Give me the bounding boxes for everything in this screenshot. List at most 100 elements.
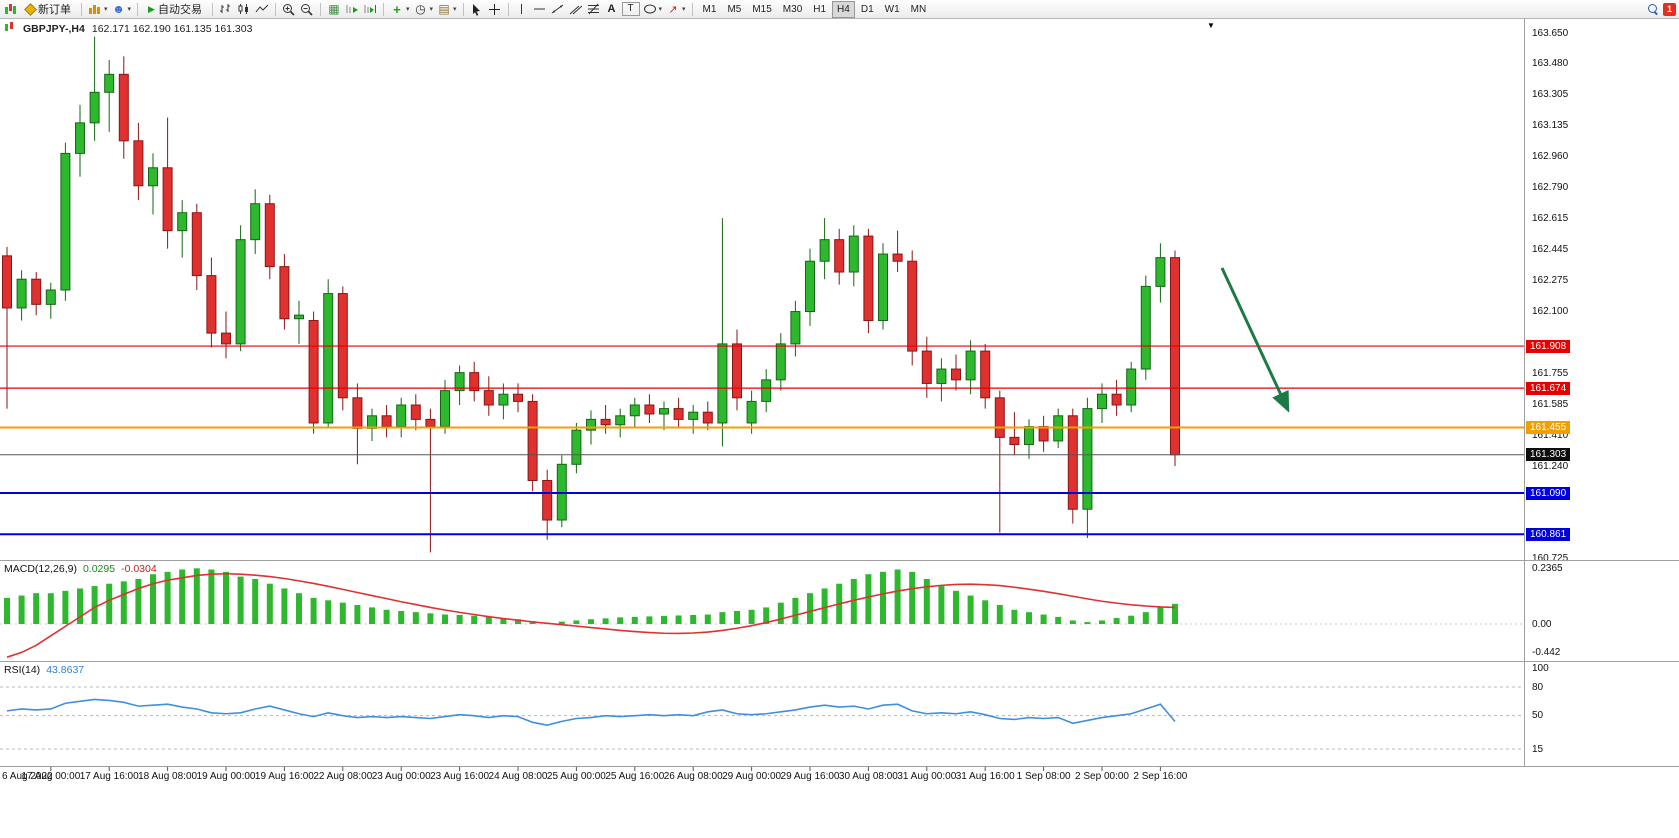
chart-window-icon[interactable] <box>3 1 19 17</box>
candle <box>673 408 684 420</box>
timeframe-m30[interactable]: M30 <box>778 1 807 18</box>
macd-bar <box>325 600 332 624</box>
time-label: 29 Aug 00:00 <box>722 771 782 782</box>
arrows-icon[interactable]: ↗ <box>668 3 678 16</box>
timeframe-m15[interactable]: M15 <box>747 1 776 18</box>
price-axis-label: 15 <box>1532 743 1544 755</box>
fibonacci-icon[interactable] <box>586 1 602 17</box>
candle <box>892 253 903 262</box>
candle <box>75 122 85 154</box>
timeframe-mn[interactable]: MN <box>906 1 932 18</box>
trendline-icon[interactable] <box>550 1 566 17</box>
candle <box>104 73 115 93</box>
horizontal-line-icon[interactable] <box>532 1 548 17</box>
vertical-line-icon[interactable] <box>514 1 530 17</box>
search-icon[interactable] <box>1645 1 1661 17</box>
candle <box>60 152 71 291</box>
chevron-down-icon[interactable]: ▾ <box>104 6 108 13</box>
macd-bar <box>1128 615 1135 624</box>
macd-splitter[interactable] <box>0 560 1679 561</box>
cursor-icon[interactable] <box>469 1 485 17</box>
timeframe-m5[interactable]: M5 <box>722 1 746 18</box>
macd-signal-line <box>6 572 1176 658</box>
macd-bar <box>310 597 317 624</box>
line-chart-icon[interactable] <box>254 1 270 17</box>
macd-bar <box>412 612 419 624</box>
chevron-down-icon[interactable]: ▾ <box>405 6 410 13</box>
indicators-icon[interactable]: + <box>393 1 401 17</box>
timeframe-d1[interactable]: D1 <box>856 1 879 18</box>
macd-bar <box>763 607 770 624</box>
chart-shift-icon[interactable] <box>362 1 378 17</box>
periods-icon[interactable]: ◷ <box>415 2 426 16</box>
macd-bar <box>18 595 25 624</box>
candlestick-chart-icon[interactable] <box>236 1 252 17</box>
candle <box>1082 408 1093 510</box>
time-label: 23 Aug 00:00 <box>371 771 431 782</box>
equidistant-channel-icon[interactable] <box>568 1 584 17</box>
rsi-value: 43.8637 <box>46 664 85 676</box>
candle <box>45 289 56 305</box>
chevron-down-icon[interactable]: ▾ <box>127 6 132 13</box>
notification-badge[interactable]: 1 <box>1663 2 1676 16</box>
candle <box>250 203 261 241</box>
crosshair-icon[interactable] <box>487 1 503 17</box>
macd-bar <box>748 609 755 624</box>
text-icon[interactable]: A <box>607 3 616 15</box>
time-label: 31 Aug 00:00 <box>897 771 957 782</box>
price-axis-label: 161.240 <box>1532 460 1569 472</box>
chevron-down-icon[interactable]: ▾ <box>682 6 686 13</box>
macd-bar <box>1099 620 1105 624</box>
time-label: 29 Aug 16:00 <box>780 771 840 782</box>
macd-bar <box>821 588 828 624</box>
chevron-down-icon[interactable]: ▾ <box>429 6 433 13</box>
macd-bar <box>515 619 521 624</box>
timeframe-h1[interactable]: H1 <box>808 1 831 18</box>
candle <box>936 368 947 384</box>
macd-bar <box>62 590 69 624</box>
macd-bar <box>500 618 507 624</box>
macd-bar <box>996 605 1003 624</box>
autotrading-button[interactable]: ▶ 自动交易 <box>143 1 207 18</box>
trend-arrow[interactable] <box>1220 267 1290 413</box>
chevron-down-icon[interactable]: ▾ <box>452 6 457 13</box>
autotrading-label: 自动交易 <box>157 4 202 16</box>
timeframe-w1[interactable]: W1 <box>880 1 905 18</box>
profiles-icon[interactable]: ☻ <box>112 2 125 16</box>
candle <box>1155 257 1166 287</box>
candle <box>644 404 655 415</box>
new-chart-icon[interactable] <box>87 1 103 17</box>
zoom-in-icon[interactable] <box>281 1 297 17</box>
macd-bar <box>923 578 930 624</box>
candle <box>761 379 772 402</box>
macd-bar <box>704 614 711 624</box>
auto-scroll-icon[interactable] <box>344 1 360 17</box>
price-axis-label: 0.00 <box>1532 618 1552 630</box>
macd-bar <box>1011 609 1018 624</box>
rsi-splitter[interactable] <box>0 661 1679 662</box>
tile-windows-icon[interactable]: ▦ <box>328 2 340 16</box>
templates-icon[interactable]: ▤ <box>438 2 450 16</box>
price-axis[interactable]: 163.650 163.480 163.305 163.135 162.960 162.7… <box>1525 19 1679 789</box>
macd-bar <box>193 568 200 624</box>
new-order-button[interactable]: 新订单 <box>21 1 76 18</box>
chevron-down-icon[interactable]: ▾ <box>658 6 663 13</box>
text-label-icon[interactable]: T <box>621 2 640 16</box>
chart-shift-end-marker[interactable]: ▼ <box>1207 21 1215 30</box>
macd-bar <box>4 597 10 624</box>
zoom-out-icon[interactable] <box>299 1 315 17</box>
candle <box>1140 285 1151 370</box>
macd-main-value: 0.0295 <box>82 563 116 575</box>
price-axis-label: 161.585 <box>1532 398 1569 410</box>
shapes-icon[interactable] <box>642 1 658 17</box>
bar-chart-icon[interactable] <box>218 1 234 17</box>
candle <box>162 167 173 232</box>
timeframe-m1[interactable]: M1 <box>698 1 722 18</box>
timeframe-h4[interactable]: H4 <box>832 0 855 18</box>
macd-bar <box>909 571 916 624</box>
macd-bar <box>646 616 653 624</box>
price-axis-label: 160.725 <box>1532 553 1569 565</box>
candle <box>527 400 538 481</box>
time-axis[interactable]: 6 Aug 2022 17 Aug 00:00 17 Aug 16:00 18 Aug… <box>0 768 1524 786</box>
